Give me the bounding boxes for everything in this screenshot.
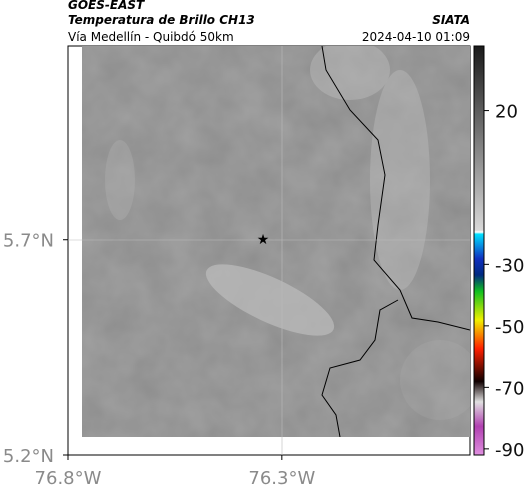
colorbar-label: -90	[495, 440, 524, 461]
product: Temperatura de Brillo CH13	[68, 13, 255, 27]
source: SIATA	[432, 13, 470, 27]
satellite-image	[82, 46, 470, 437]
colorbar-label: -70	[495, 378, 524, 399]
colorbar-label: 20	[495, 102, 518, 123]
lat-label: 5.2°N	[3, 446, 54, 467]
timestamp: 2024-04-10 01:09	[362, 30, 470, 44]
lon-label: 76.3°W	[248, 468, 315, 489]
location-marker: ★	[257, 232, 270, 248]
route: Vía Medellín - Quibdó 50km	[68, 30, 234, 44]
lon-label: 76.8°W	[35, 468, 102, 489]
lat-label: 5.7°N	[3, 231, 54, 252]
satellite: GOES-EAST	[68, 0, 145, 12]
colorbar-label: -30	[495, 255, 524, 276]
colorbar	[473, 45, 485, 456]
colorbar-label: -50	[495, 317, 524, 338]
